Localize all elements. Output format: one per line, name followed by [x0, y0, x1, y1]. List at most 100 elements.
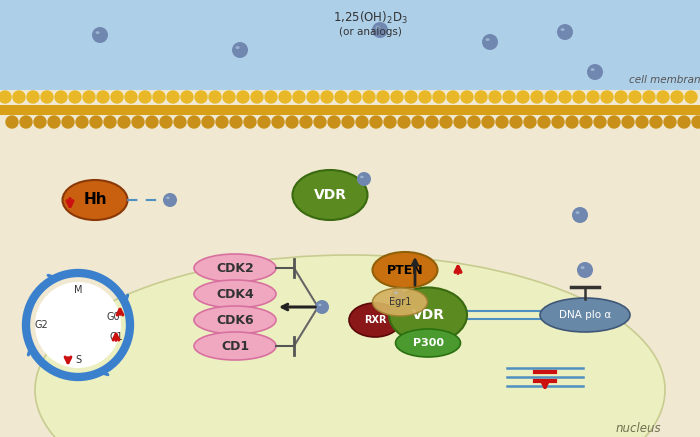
Circle shape [92, 27, 108, 43]
Ellipse shape [194, 332, 276, 360]
Circle shape [202, 116, 214, 128]
Circle shape [615, 91, 627, 103]
Circle shape [405, 91, 417, 103]
Circle shape [622, 116, 634, 128]
Text: CDK4: CDK4 [216, 288, 254, 301]
Circle shape [160, 116, 172, 128]
Circle shape [6, 116, 18, 128]
Circle shape [27, 91, 39, 103]
Circle shape [258, 116, 270, 128]
Circle shape [545, 91, 557, 103]
Circle shape [440, 116, 452, 128]
Circle shape [650, 116, 662, 128]
Circle shape [34, 116, 46, 128]
Circle shape [41, 91, 53, 103]
Circle shape [356, 116, 368, 128]
Ellipse shape [486, 38, 489, 41]
Text: cell membrane: cell membrane [629, 75, 700, 85]
Ellipse shape [318, 304, 321, 306]
Circle shape [503, 91, 515, 103]
Circle shape [391, 288, 405, 302]
Circle shape [468, 116, 480, 128]
Ellipse shape [360, 176, 364, 178]
Text: 1,25(OH)$_2$D$_3$: 1,25(OH)$_2$D$_3$ [332, 10, 407, 26]
Circle shape [272, 116, 284, 128]
Text: M: M [74, 285, 83, 295]
Circle shape [643, 91, 655, 103]
Circle shape [230, 116, 242, 128]
Text: RXR: RXR [364, 315, 386, 325]
Ellipse shape [389, 288, 467, 343]
Circle shape [601, 91, 613, 103]
Circle shape [531, 91, 543, 103]
Text: Egr1: Egr1 [389, 297, 411, 307]
Ellipse shape [591, 68, 594, 71]
Circle shape [349, 91, 361, 103]
Circle shape [482, 34, 498, 50]
Circle shape [482, 116, 494, 128]
Ellipse shape [35, 255, 665, 437]
Text: G2: G2 [34, 320, 48, 330]
Circle shape [286, 116, 298, 128]
Circle shape [146, 116, 158, 128]
Circle shape [572, 207, 588, 223]
Circle shape [90, 116, 102, 128]
Text: VDR: VDR [314, 188, 346, 202]
Text: CDK6: CDK6 [216, 313, 254, 326]
Circle shape [391, 91, 403, 103]
Circle shape [629, 91, 641, 103]
Ellipse shape [194, 280, 276, 308]
Circle shape [587, 91, 599, 103]
Circle shape [328, 116, 340, 128]
Circle shape [538, 116, 550, 128]
Circle shape [69, 91, 81, 103]
Text: (or analogs): (or analogs) [339, 27, 401, 37]
Circle shape [559, 91, 571, 103]
Circle shape [496, 116, 508, 128]
Circle shape [13, 91, 25, 103]
Circle shape [412, 116, 424, 128]
Circle shape [335, 91, 347, 103]
Text: nucleus: nucleus [615, 422, 661, 434]
Circle shape [48, 116, 60, 128]
Text: VDR: VDR [412, 308, 444, 322]
Ellipse shape [372, 252, 438, 288]
Circle shape [447, 91, 459, 103]
Ellipse shape [372, 288, 428, 316]
Text: S: S [75, 355, 81, 365]
Polygon shape [0, 90, 700, 437]
Circle shape [0, 91, 11, 103]
Ellipse shape [293, 170, 368, 220]
Circle shape [315, 300, 329, 314]
Circle shape [426, 116, 438, 128]
Circle shape [279, 91, 291, 103]
Circle shape [216, 116, 228, 128]
Circle shape [195, 91, 207, 103]
Circle shape [475, 91, 487, 103]
Circle shape [167, 91, 179, 103]
Circle shape [237, 91, 249, 103]
Circle shape [76, 116, 88, 128]
Circle shape [510, 116, 522, 128]
Circle shape [118, 116, 130, 128]
Circle shape [587, 64, 603, 80]
Circle shape [153, 91, 165, 103]
Circle shape [678, 116, 690, 128]
Circle shape [307, 91, 319, 103]
Circle shape [489, 91, 501, 103]
Circle shape [357, 172, 371, 186]
Circle shape [461, 91, 473, 103]
Circle shape [251, 91, 263, 103]
Circle shape [573, 91, 585, 103]
Text: CD1: CD1 [221, 340, 249, 353]
Circle shape [577, 262, 593, 278]
Circle shape [314, 116, 326, 128]
Circle shape [174, 116, 186, 128]
Circle shape [97, 91, 109, 103]
Circle shape [580, 116, 592, 128]
Ellipse shape [394, 291, 398, 294]
Circle shape [321, 91, 333, 103]
Text: P300: P300 [412, 338, 444, 348]
Ellipse shape [194, 254, 276, 282]
Ellipse shape [561, 28, 565, 31]
